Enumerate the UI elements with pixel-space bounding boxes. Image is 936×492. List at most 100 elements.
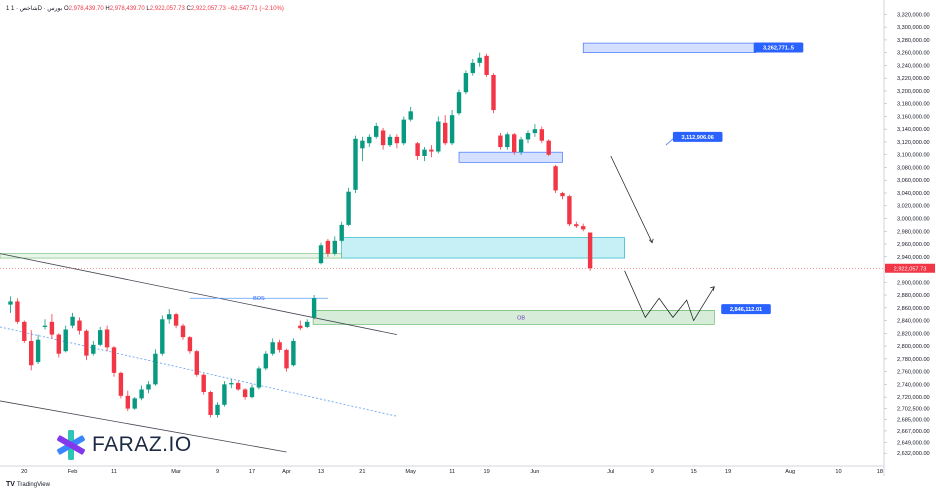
candle-body <box>401 119 406 144</box>
candle-body <box>167 314 172 320</box>
price-tick-label: 2,980,000.00 <box>897 229 930 235</box>
target-top-label-bg <box>753 42 804 53</box>
time-tick-label: 18 <box>877 469 883 475</box>
price-tick-label: 3,320,000.00 <box>897 12 930 18</box>
high-label: H <box>105 6 110 12</box>
time-tick-label: 15 <box>690 469 696 475</box>
candle-body <box>298 325 303 329</box>
candle-body <box>387 136 393 146</box>
candle-body <box>505 134 510 148</box>
candle-body <box>132 398 137 409</box>
candle-body <box>125 395 130 409</box>
candle-body <box>242 389 248 398</box>
time-tick-label: Apr <box>282 469 291 475</box>
time-tick-label: 10 <box>835 469 841 475</box>
axes: 3,320,000.00 3,300,000.00 3,280,000.00 3,26… <box>0 0 935 476</box>
time-tick-label: Mar <box>171 469 181 475</box>
annotations: 3,262,771..5 3,112,906.06 2,846,112.01 <box>610 42 804 322</box>
target-zone <box>582 42 757 53</box>
candle-body <box>512 134 517 153</box>
support-zone <box>0 253 342 259</box>
candle-body <box>180 325 186 338</box>
candle-body <box>553 166 558 191</box>
projection-zigzag <box>624 270 715 322</box>
price-tick-label: 2,667,000.00 <box>897 429 930 435</box>
asterisk-logo-icon <box>57 430 85 460</box>
candle-body <box>587 232 593 269</box>
target-low-label-bg <box>721 304 771 315</box>
candle-body <box>153 353 158 385</box>
candle-body <box>222 384 227 405</box>
candle-body <box>173 314 179 326</box>
candle-body <box>574 224 579 227</box>
candle-body <box>518 139 524 153</box>
time-tick-label: 9 <box>651 469 654 475</box>
current-price-bg <box>885 263 935 273</box>
candle-body <box>339 224 344 241</box>
candle-body <box>29 340 34 366</box>
time-tick-label: 19 <box>725 469 731 475</box>
close-label: C <box>186 6 191 12</box>
candle-body <box>111 347 117 373</box>
price-tick-label: 2,880,000.00 <box>897 293 930 299</box>
price-tick-label: 3,260,000.00 <box>897 51 930 57</box>
price-tick-label: 3,220,000.00 <box>897 76 930 82</box>
time-tick-label: Feb <box>68 469 78 475</box>
arrowhead-down <box>648 238 654 244</box>
candle-body <box>63 329 68 352</box>
candle-body <box>484 55 489 75</box>
candle-body <box>380 130 386 146</box>
price-tick-label: 2,780,000.00 <box>897 357 930 363</box>
candle-body <box>560 192 565 197</box>
price-tick-label: 3,100,000.00 <box>897 153 930 159</box>
candle-body <box>160 319 165 354</box>
price-tick-label: 3,200,000.00 <box>897 89 930 95</box>
candle-body <box>194 351 199 375</box>
footer-text: TradingView <box>16 481 50 488</box>
price-tick-label: 2,860,000.00 <box>897 306 930 312</box>
candle-body <box>436 121 441 152</box>
candle-body <box>332 240 337 254</box>
candle-body <box>394 136 400 144</box>
price-tick-label: 3,300,000.00 <box>897 25 930 31</box>
candle-body <box>456 92 462 114</box>
candle-body <box>70 316 75 326</box>
candle-body <box>35 339 41 363</box>
trendlines: BOS <box>0 253 884 453</box>
target-low-label: 2,846,112.01 <box>730 307 762 313</box>
candle-body <box>284 349 289 369</box>
footer-brand[interactable]: TV TradingView <box>6 481 50 488</box>
price-tick-label: 2,702,500.00 <box>897 406 930 412</box>
candle-body <box>415 143 420 156</box>
price-tick-label: 2,685,000.00 <box>897 417 930 423</box>
price-tick-label: 2,740,000.00 <box>897 382 930 388</box>
candle-body <box>146 384 151 390</box>
projection-arrow-down <box>610 155 653 243</box>
price-tick-label: 3,180,000.00 <box>897 102 930 108</box>
price-tick-label: 2,760,000.00 <box>897 370 930 376</box>
candle-body <box>208 392 213 415</box>
time-tick-label: May <box>405 469 416 475</box>
symbol-label: 1 شاخص · 1D · بورس <box>6 6 63 12</box>
supply-zone <box>458 151 563 163</box>
target-mid-pointer <box>665 138 674 146</box>
low-value: 2,922,057.73 <box>149 6 185 12</box>
candle-body <box>187 337 193 352</box>
ob-zone <box>312 310 715 325</box>
price-tick-label: 2,649,000.00 <box>897 440 930 446</box>
descending-resistance-line <box>0 253 397 335</box>
price-tick-label: 2,940,000.00 <box>897 255 930 261</box>
descending-support-line <box>0 400 287 453</box>
candle-body <box>470 62 475 74</box>
candle-body <box>77 320 82 331</box>
time-tick-label: 17 <box>249 469 255 475</box>
open-value: 2,978,439.70 <box>68 6 104 12</box>
price-tick-label: 2,720,000.00 <box>897 395 930 401</box>
candle-body <box>449 115 455 144</box>
candle-body <box>118 372 124 396</box>
candle-body <box>15 301 20 322</box>
candle-body <box>325 240 331 254</box>
price-tick-label: 3,240,000.00 <box>897 63 930 69</box>
price-tick-label: 2,800,000.00 <box>897 344 930 350</box>
